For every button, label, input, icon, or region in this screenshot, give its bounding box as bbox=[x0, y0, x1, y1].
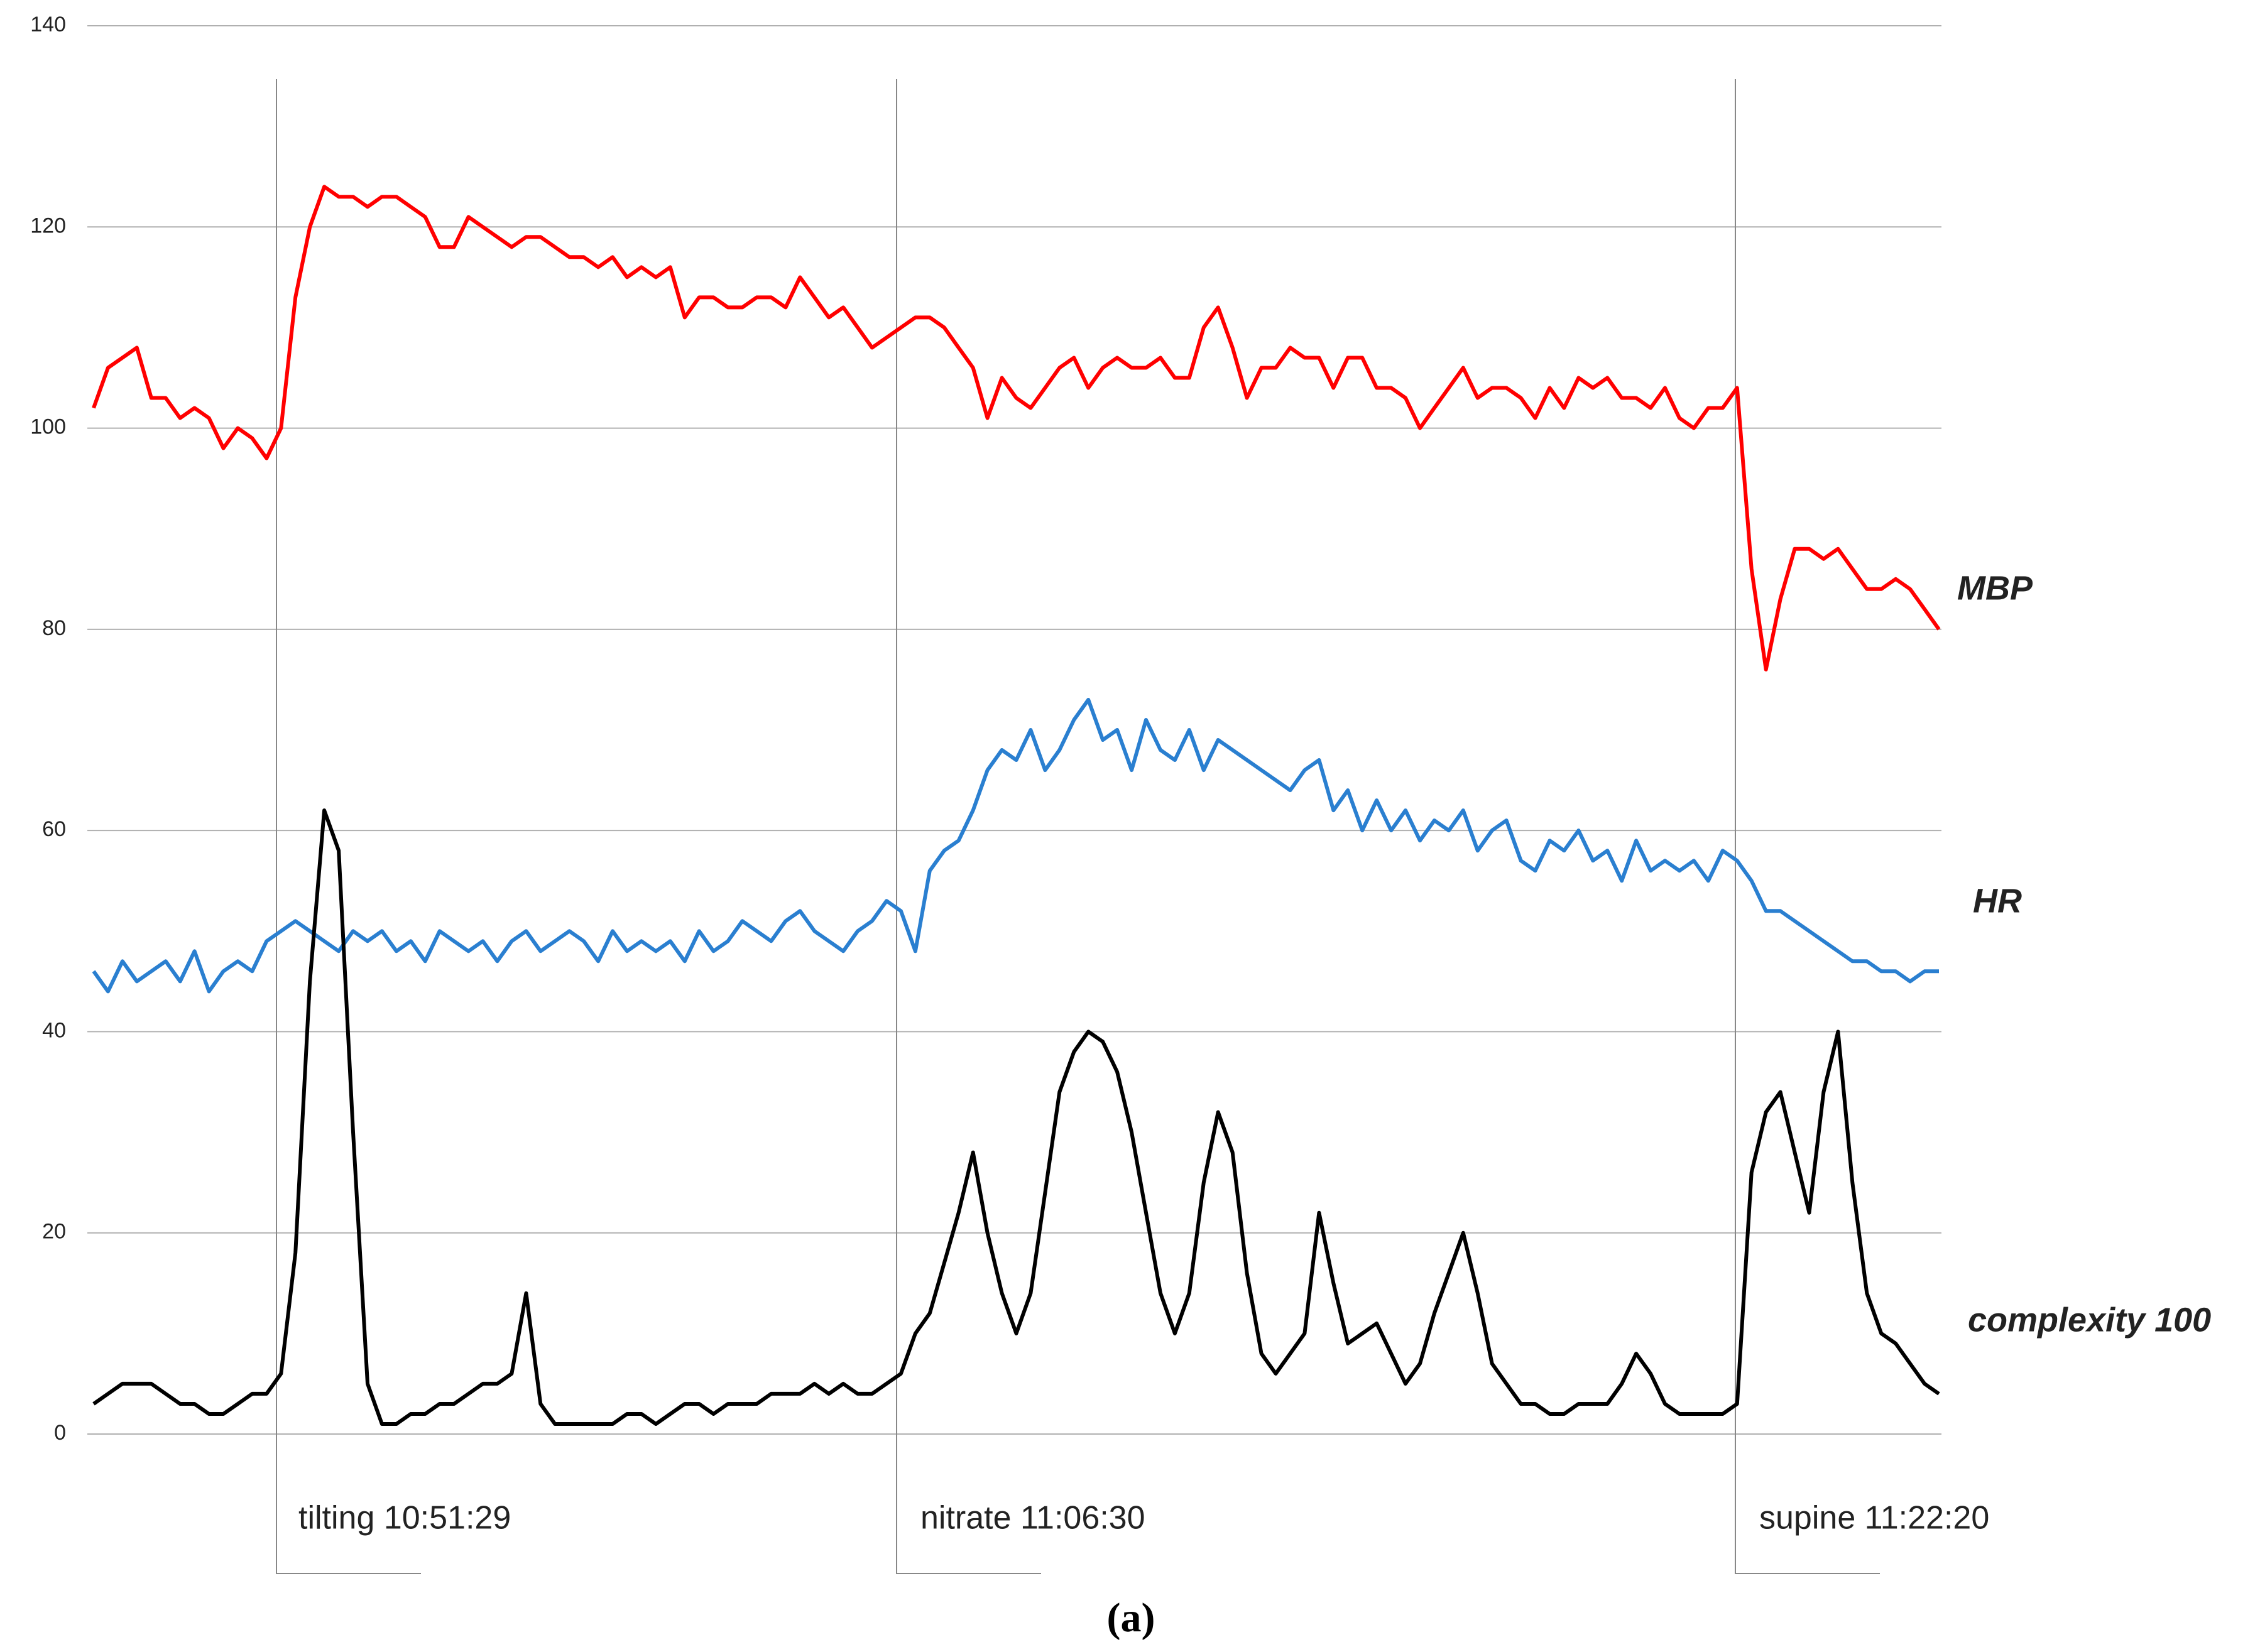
plot-lines bbox=[92, 185, 1941, 1426]
y-tick-label: 120 bbox=[30, 214, 66, 237]
series-label: complexity 100 bbox=[1968, 1301, 2211, 1339]
event-line bbox=[896, 79, 1041, 1574]
series-line bbox=[92, 185, 1941, 671]
event-line bbox=[1735, 79, 1880, 1574]
y-tick-label: 80 bbox=[42, 616, 66, 640]
y-tick-label: 140 bbox=[30, 13, 66, 36]
y-tick-label: 100 bbox=[30, 415, 66, 439]
series-line bbox=[92, 808, 1940, 1426]
series-line bbox=[92, 698, 1939, 994]
caption: (a) bbox=[1107, 1595, 1155, 1641]
y-tick-label: 0 bbox=[54, 1421, 66, 1445]
event-line bbox=[276, 79, 421, 1574]
y-tick-label: 60 bbox=[42, 817, 66, 841]
y-tick-label: 40 bbox=[42, 1018, 66, 1042]
event-label: nitrate 11:06:30 bbox=[920, 1500, 1145, 1536]
event-label: tilting 10:51:29 bbox=[298, 1500, 511, 1536]
series-label: MBP bbox=[1957, 569, 2033, 607]
event-label: supine 11:22:20 bbox=[1759, 1500, 1989, 1536]
y-tick-label: 20 bbox=[42, 1220, 66, 1244]
event-markers bbox=[276, 79, 1880, 1574]
series-label: HR bbox=[1973, 882, 2022, 920]
